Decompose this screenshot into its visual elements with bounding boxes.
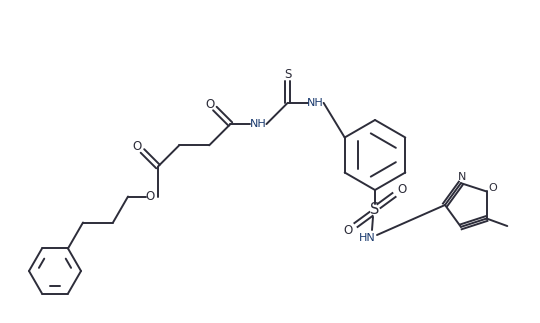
Text: NH: NH xyxy=(250,119,267,129)
Text: N: N xyxy=(458,172,466,182)
Text: NH: NH xyxy=(307,98,324,108)
Text: HN: HN xyxy=(359,233,375,243)
Text: S: S xyxy=(370,203,380,217)
Text: O: O xyxy=(488,183,497,193)
Text: O: O xyxy=(145,190,154,203)
Text: O: O xyxy=(397,182,407,195)
Text: S: S xyxy=(284,68,291,81)
Text: O: O xyxy=(343,224,353,237)
Text: O: O xyxy=(133,141,142,153)
Text: O: O xyxy=(205,98,214,111)
